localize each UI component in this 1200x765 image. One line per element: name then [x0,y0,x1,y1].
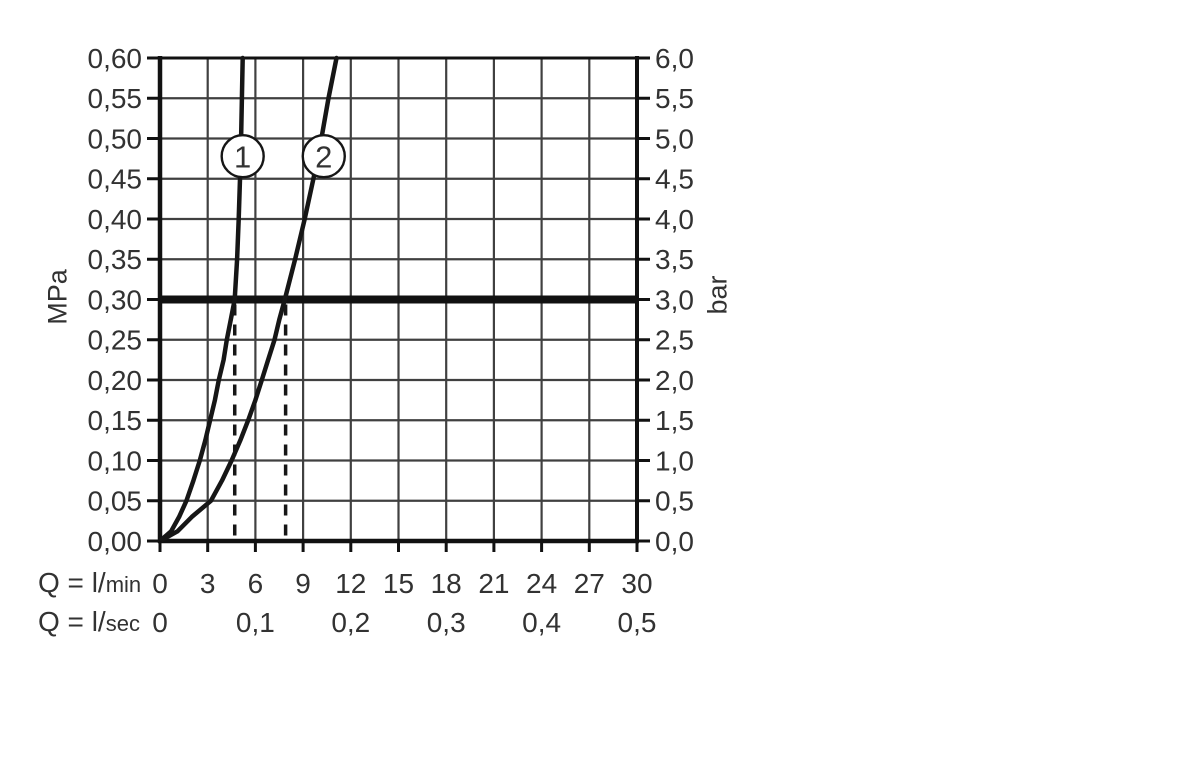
x-axis-lmin-tick-label: 6 [248,568,264,599]
series-badge-circle-1 [220,134,265,179]
x-axis-lmin-tick-label: 0 [152,568,168,599]
x-axis-lsec-tick-label: 0,3 [427,607,466,638]
series-badge-number-2: 2 [315,139,332,174]
right-axis-tick-label: 2,0 [655,365,694,396]
x-axis-lsec-tick-label: 0,4 [522,607,561,638]
right-axis-tick-label: 2,5 [655,325,694,356]
x-axis-lsec-tick-label: 0,2 [331,607,370,638]
x-axis-lmin-tick-label: 24 [526,568,557,599]
x-axis-lsec-tick-label: 0 [152,607,168,638]
x-axis-lsec-tick-label: 0,5 [618,607,657,638]
series-badge-circle-2 [301,134,346,179]
left-axis-tick-label: 0,50 [88,123,143,154]
right-axis-tick-label: 4,5 [655,164,694,195]
x-axis-caption-lsec-unit: sec [105,611,140,636]
x-axis-caption-lmin: Q = l/min [38,567,141,599]
x-axis-lmin-tick-label: 15 [383,568,414,599]
x-axis-caption-lmin-unit: min [105,572,142,597]
x-axis-lmin-tick-label: 12 [335,568,366,599]
left-axis-tick-label: 0,35 [88,244,143,275]
left-axis-tick-label: 0,30 [88,284,143,315]
x-axis-caption-lmin-prefix: Q = l/ [38,567,106,598]
left-axis-tick-label: 0,40 [88,204,143,235]
right-axis-tick-label: 1,5 [655,405,694,436]
right-axis-tick-label: 5,5 [655,83,694,114]
right-axis-unit-label: bar [702,275,733,315]
left-axis-tick-label: 0,45 [88,164,143,195]
x-axis-lmin-tick-label: 30 [621,568,652,599]
left-axis-tick-label: 0,05 [88,486,143,517]
x-axis-lsec-tick-label: 0,1 [236,607,275,638]
right-axis-tick-label: 3,5 [655,244,694,275]
x-axis-lmin-tick-label: 18 [431,568,462,599]
curve-1 [157,55,245,544]
left-axis-tick-label: 0,00 [88,526,143,557]
curve-2 [157,55,339,544]
left-axis-tick-label: 0,10 [88,445,143,476]
x-axis-caption-lsec: Q = l/sec [38,606,140,638]
right-axis-tick-label: 5,0 [655,123,694,154]
series-badge-number-1: 1 [234,139,251,174]
right-axis-tick-label: 0,5 [655,486,694,517]
right-axis-tick-label: 3,0 [655,284,694,315]
left-axis-tick-label: 0,60 [88,43,143,74]
left-axis-tick-label: 0,25 [88,325,143,356]
right-axis-tick-label: 6,0 [655,43,694,74]
x-axis-lmin-tick-label: 21 [478,568,509,599]
right-axis-tick-label: 4,0 [655,204,694,235]
left-axis-tick-label: 0,55 [88,83,143,114]
x-axis-lmin-tick-label: 3 [200,568,216,599]
right-axis-tick-label: 1,0 [655,445,694,476]
x-axis-lmin-tick-label: 9 [295,568,311,599]
right-axis-tick-label: 0,0 [655,526,694,557]
left-axis-tick-label: 0,20 [88,365,143,396]
x-axis-caption-lsec-prefix: Q = l/ [38,606,106,637]
left-axis-unit-label: MPa [42,269,73,325]
left-axis-tick-label: 0,15 [88,405,143,436]
x-axis-lmin-tick-label: 27 [574,568,605,599]
